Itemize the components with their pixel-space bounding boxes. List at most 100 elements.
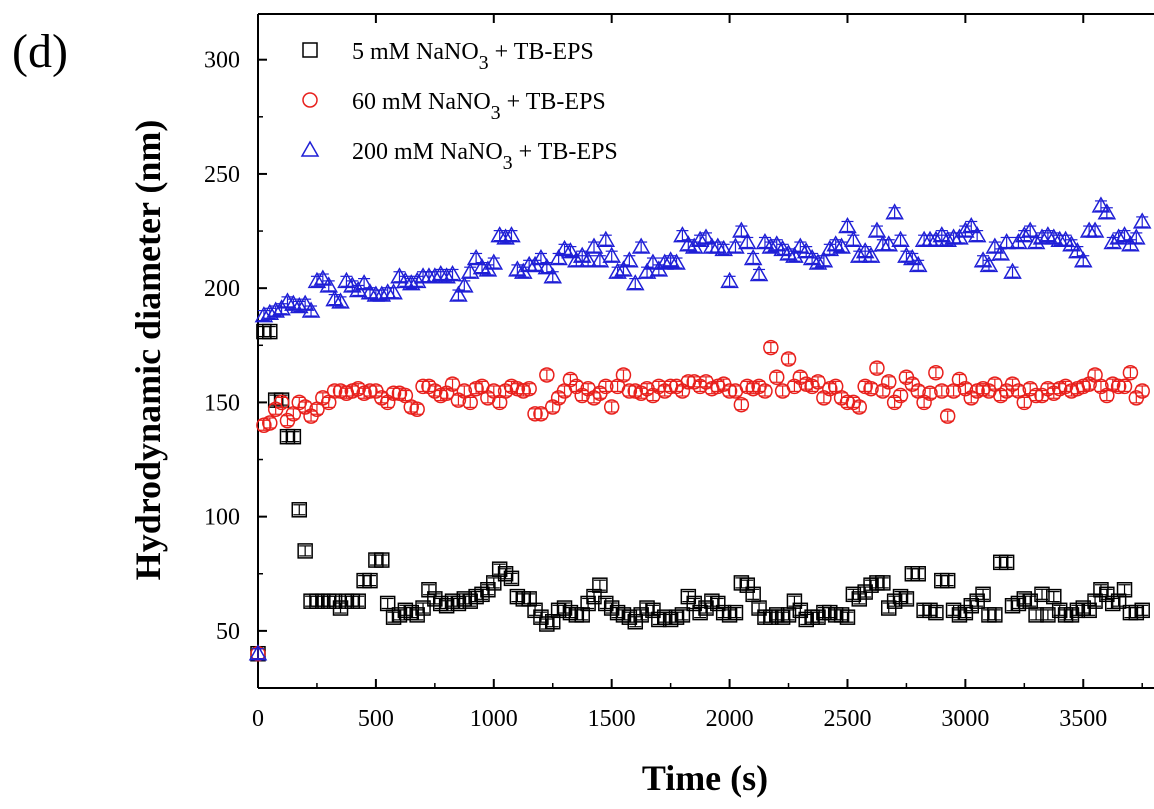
legend-label-tail: + TB-EPS bbox=[513, 139, 618, 165]
legend-label-tail: + TB-EPS bbox=[489, 39, 594, 65]
data-point bbox=[421, 582, 437, 598]
data-point bbox=[533, 406, 549, 422]
data-point bbox=[997, 232, 1016, 250]
data-point bbox=[979, 255, 999, 273]
data-point bbox=[892, 387, 909, 404]
data-point bbox=[967, 226, 987, 243]
data-point bbox=[690, 230, 710, 247]
data-point bbox=[1085, 221, 1105, 238]
data-point bbox=[761, 237, 781, 254]
y-tick-label: 200 bbox=[204, 276, 240, 302]
data-point bbox=[655, 253, 675, 270]
data-point bbox=[539, 367, 555, 383]
data-point bbox=[898, 591, 915, 607]
legend-marker bbox=[302, 92, 318, 108]
data-point bbox=[721, 383, 738, 399]
y-tick-label: 100 bbox=[204, 505, 240, 531]
data-point bbox=[625, 274, 645, 291]
data-point bbox=[1109, 228, 1128, 245]
data-point bbox=[484, 253, 504, 270]
data-point bbox=[1110, 378, 1127, 395]
data-point bbox=[460, 262, 480, 279]
data-point bbox=[751, 600, 767, 616]
data-point bbox=[938, 230, 957, 247]
data-point bbox=[291, 502, 308, 518]
data-point bbox=[1116, 582, 1133, 598]
data-point bbox=[673, 226, 692, 243]
data-point bbox=[1028, 607, 1044, 623]
data-point bbox=[991, 244, 1011, 261]
data-point bbox=[961, 216, 981, 234]
data-point bbox=[839, 609, 856, 625]
x-tick-label: 1000 bbox=[470, 706, 518, 732]
legend-entry: 5 mM NaNO3 + TB-EPS bbox=[352, 39, 594, 74]
data-point bbox=[785, 246, 804, 263]
data-point bbox=[1091, 196, 1111, 213]
data-point bbox=[885, 203, 904, 220]
data-point bbox=[307, 271, 327, 289]
data-point bbox=[838, 216, 857, 234]
data-point bbox=[248, 644, 268, 661]
data-point bbox=[956, 221, 975, 238]
data-point bbox=[527, 406, 543, 422]
data-point bbox=[768, 369, 785, 386]
series-circle bbox=[250, 339, 1150, 662]
data-point bbox=[313, 269, 333, 286]
legend-label-main: 5 mM NaNO bbox=[352, 39, 479, 65]
data-point bbox=[880, 374, 897, 390]
data-point bbox=[1122, 364, 1139, 381]
data-point bbox=[926, 230, 946, 247]
legend-label-subscript: 3 bbox=[479, 52, 489, 74]
data-point bbox=[297, 543, 313, 559]
data-point bbox=[998, 554, 1015, 571]
data-point bbox=[1068, 242, 1087, 259]
data-point bbox=[1116, 378, 1133, 395]
data-point bbox=[667, 253, 686, 270]
data-point bbox=[254, 306, 274, 323]
data-point bbox=[985, 237, 1005, 254]
data-point bbox=[786, 593, 803, 609]
data-point bbox=[749, 264, 769, 282]
data-point bbox=[1034, 586, 1050, 603]
y-axis-ticks: 50 100 150 200 250 300 bbox=[204, 48, 267, 689]
panel-label: (d) bbox=[12, 25, 68, 78]
data-point bbox=[531, 248, 551, 266]
data-point bbox=[437, 267, 456, 284]
x-tick-label: 2500 bbox=[823, 706, 871, 732]
data-point bbox=[449, 285, 468, 302]
legend-label-subscript: 3 bbox=[491, 102, 501, 124]
data-point bbox=[385, 385, 402, 402]
data-point bbox=[922, 385, 938, 402]
data-point bbox=[861, 246, 881, 263]
data-point bbox=[928, 604, 944, 621]
data-point bbox=[780, 351, 797, 367]
data-point bbox=[844, 230, 863, 247]
data-point bbox=[863, 380, 879, 397]
data-point bbox=[384, 283, 403, 300]
data-point bbox=[285, 428, 302, 445]
data-point bbox=[727, 604, 744, 621]
data-point bbox=[814, 251, 834, 268]
legend-entry: 200 mM NaNO3 + TB-EPS bbox=[352, 139, 618, 174]
data-point bbox=[590, 251, 610, 268]
data-point bbox=[537, 258, 557, 275]
data-point bbox=[561, 242, 580, 259]
legend-label-main: 200 mM NaNO bbox=[352, 139, 503, 165]
data-point bbox=[714, 239, 733, 257]
data-point bbox=[567, 251, 586, 268]
data-point bbox=[266, 301, 285, 318]
data-point bbox=[602, 246, 621, 263]
data-point bbox=[737, 232, 757, 250]
y-tick-label: 300 bbox=[204, 48, 240, 74]
data-point bbox=[621, 383, 638, 399]
data-point bbox=[466, 248, 486, 266]
axes bbox=[257, 13, 1154, 689]
data-point bbox=[643, 253, 663, 270]
data-point bbox=[262, 415, 278, 431]
data-point bbox=[637, 262, 657, 279]
data-point bbox=[739, 577, 756, 593]
data-point bbox=[1073, 251, 1093, 268]
data-point bbox=[350, 593, 366, 609]
data-point bbox=[615, 367, 632, 383]
data-point bbox=[891, 230, 910, 247]
